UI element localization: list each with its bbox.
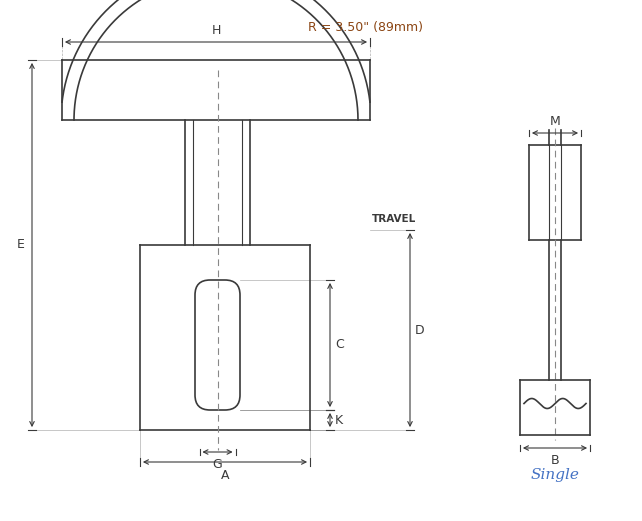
Text: M: M <box>550 115 560 128</box>
Text: R = 3.50" (89mm): R = 3.50" (89mm) <box>308 21 423 34</box>
Text: Single: Single <box>530 468 580 482</box>
Text: E: E <box>17 239 25 252</box>
Text: C: C <box>335 339 343 352</box>
Text: A: A <box>221 469 229 482</box>
Text: H: H <box>211 24 221 37</box>
Text: G: G <box>213 458 222 471</box>
Text: D: D <box>415 324 424 337</box>
Text: TRAVEL: TRAVEL <box>372 214 416 224</box>
Text: B: B <box>551 454 559 467</box>
Text: K: K <box>335 414 343 427</box>
